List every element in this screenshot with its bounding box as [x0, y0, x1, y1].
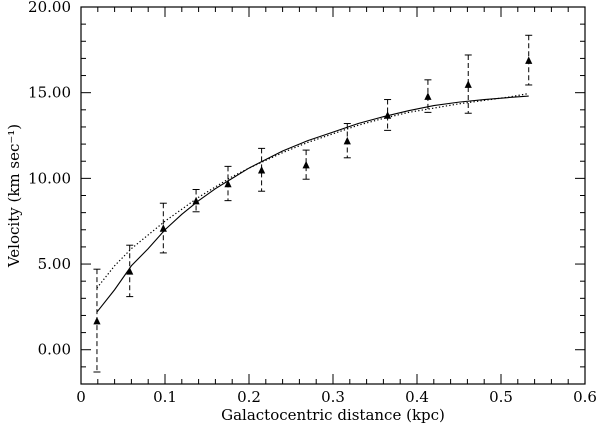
x-tick-label: 0.5 [489, 388, 513, 406]
data-point-triangle [93, 316, 101, 325]
y-tick-label: 20.00 [28, 0, 71, 16]
data-point-triangle [343, 136, 351, 145]
plot-frame [80, 6, 586, 385]
y-tick-label: 0.00 [38, 341, 71, 359]
model-curve-dotted [96, 92, 529, 289]
x-axis-title: Galactocentric distance (kpc) [221, 406, 445, 424]
data-point-triangle [384, 111, 392, 119]
series-layer [93, 34, 533, 373]
x-tick-label: 0.6 [573, 388, 597, 406]
x-tick-label: 0.3 [321, 388, 345, 406]
data-point-triangle [159, 224, 167, 232]
data-point-triangle [464, 80, 472, 88]
data-point-triangle [258, 166, 266, 174]
x-tick-label: 0.1 [153, 388, 177, 406]
data-point-triangle [424, 92, 432, 100]
y-tick-label: 5.00 [38, 255, 71, 273]
data-point-triangle [302, 160, 310, 169]
data-point-triangle [126, 267, 134, 275]
tick-layer: 0 0.1 0.2 0.3 0.4 0.5 0.6 0.00 5.00 10.00 15.00 20.… [28, 0, 597, 406]
y-axis-title: Velocity (km sec⁻¹) [5, 124, 23, 268]
x-tick-label: 0.2 [237, 388, 261, 406]
x-tick-label: 0 [76, 388, 86, 406]
data-point-triangle [224, 179, 232, 188]
y-tick-label: 10.00 [28, 169, 71, 187]
x-tick-label: 0.4 [405, 388, 429, 406]
data-point-triangle [525, 56, 533, 64]
y-tick-label: 15.00 [28, 84, 71, 102]
data-point-triangle [192, 196, 200, 205]
model-curve-solid [96, 95, 529, 313]
